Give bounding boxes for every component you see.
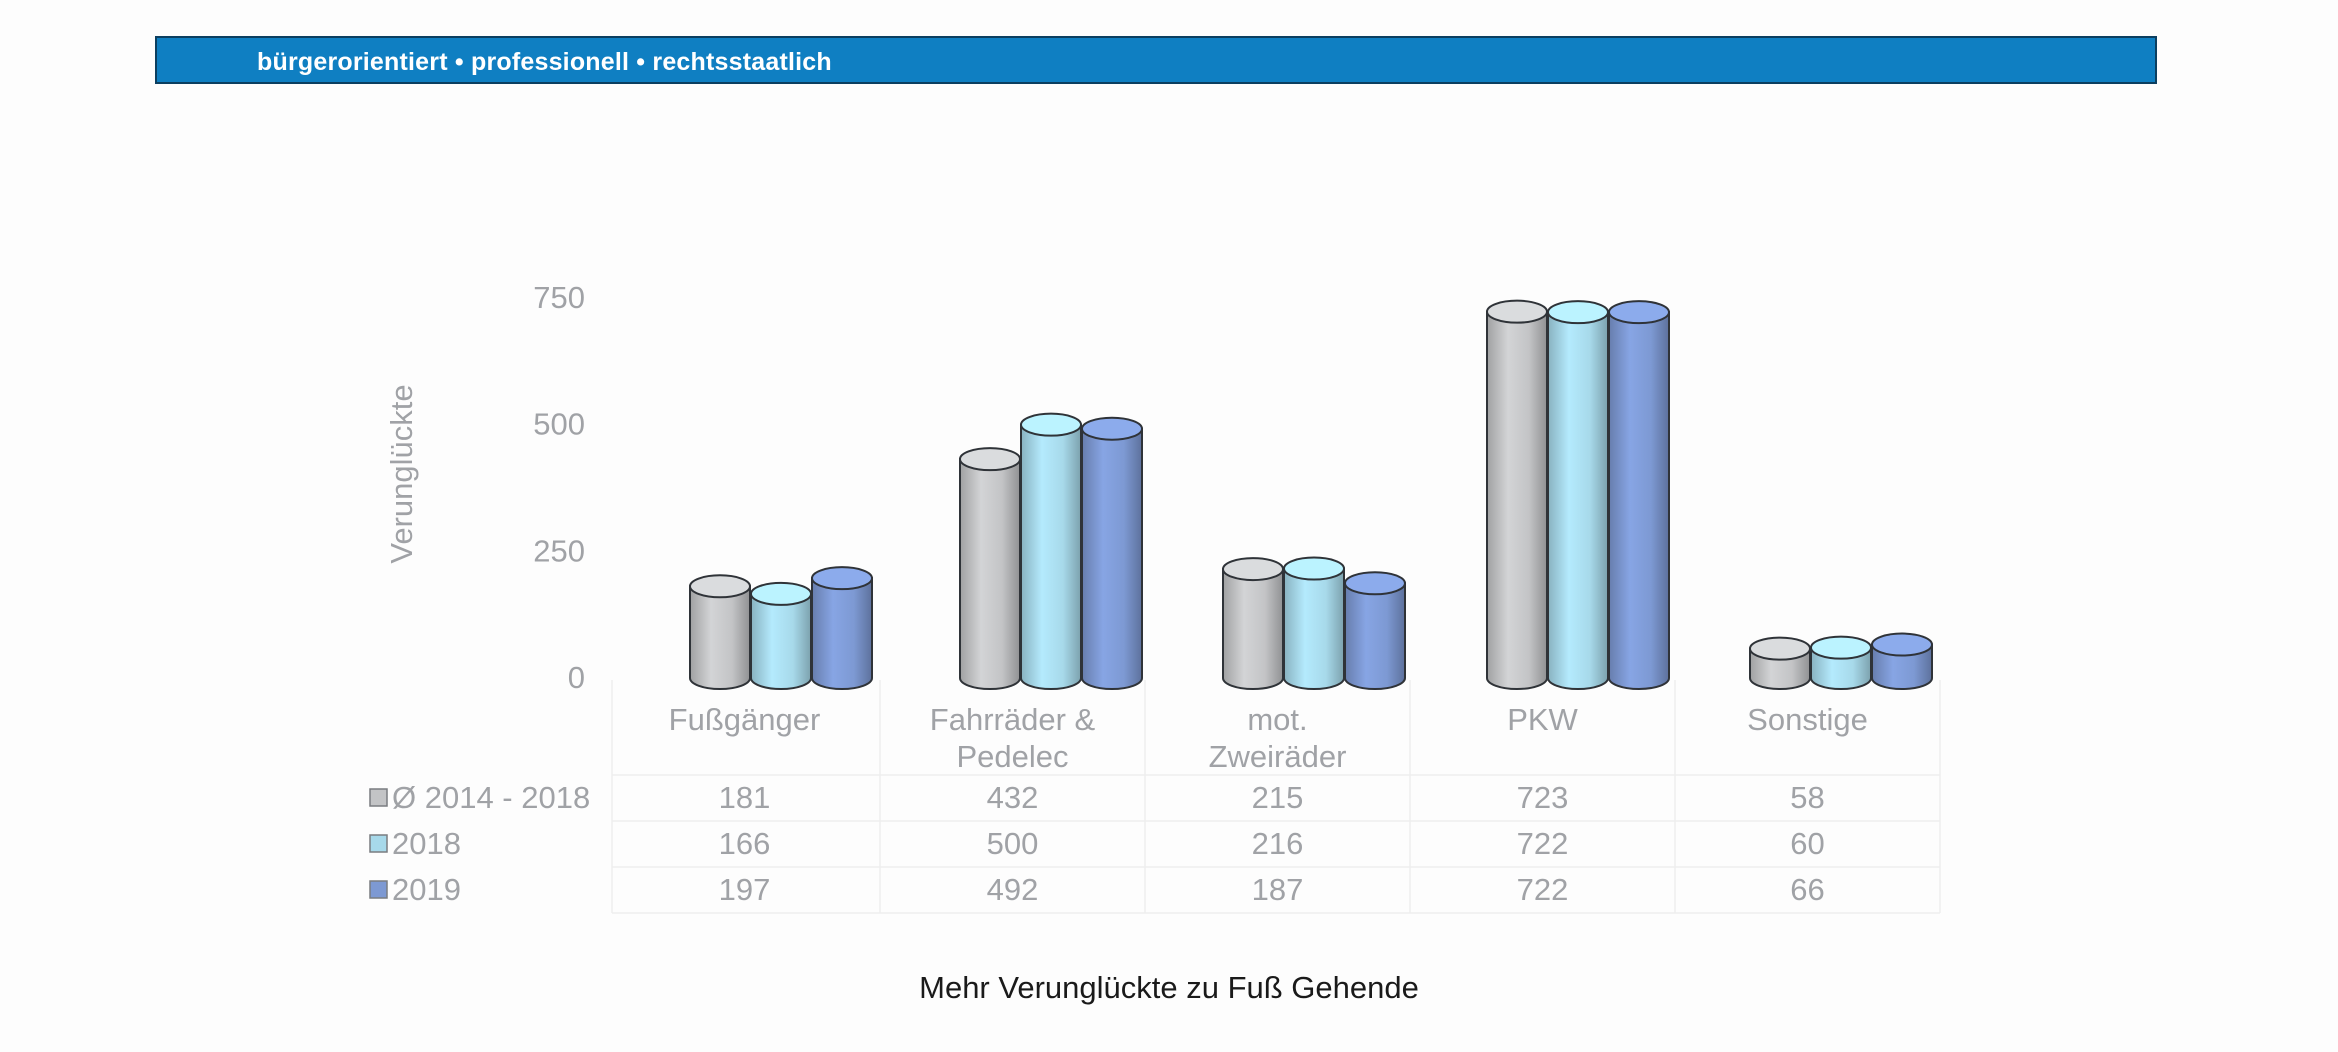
bar-top <box>1872 634 1932 656</box>
bar-pkw-1 <box>1548 312 1608 689</box>
y-tick-label: 0 <box>568 660 585 695</box>
bar-pkw-2 <box>1609 312 1669 689</box>
legend-swatch <box>370 835 387 852</box>
bar-top <box>1487 301 1547 323</box>
table-value: 197 <box>719 872 771 907</box>
x-category-label: Zweiräder <box>1209 739 1347 774</box>
legend-swatch <box>370 881 387 898</box>
legend-label: 2018 <box>392 826 461 861</box>
chart-caption: Mehr Verunglückte zu Fuß Gehende <box>0 970 2338 1006</box>
bar-fu-g-nger-2 <box>812 578 872 689</box>
bar-top <box>1021 414 1081 436</box>
table-value: 722 <box>1517 872 1569 907</box>
bar-fahrr-der-pedelec-2 <box>1082 429 1142 689</box>
x-category-label: Sonstige <box>1747 702 1868 737</box>
y-tick-label: 750 <box>533 280 585 315</box>
bar-fu-g-nger-0 <box>690 586 750 689</box>
bar-top <box>960 448 1020 470</box>
legend-swatch <box>370 789 387 806</box>
table-value: 60 <box>1790 826 1824 861</box>
bar-fu-g-nger-1 <box>751 594 811 689</box>
y-tick-label: 250 <box>533 533 585 568</box>
table-value: 722 <box>1517 826 1569 861</box>
table-value: 66 <box>1790 872 1824 907</box>
table-value: 181 <box>719 780 771 815</box>
legend-label: Ø 2014 - 2018 <box>392 780 590 815</box>
table-value: 216 <box>1252 826 1304 861</box>
table-value: 492 <box>987 872 1039 907</box>
y-axis-title: Verunglückte <box>384 384 419 563</box>
table-value: 215 <box>1252 780 1304 815</box>
table-value: 500 <box>987 826 1039 861</box>
bar-top <box>1750 638 1810 660</box>
bar-pkw-0 <box>1487 312 1547 689</box>
x-category-label: PKW <box>1507 702 1578 737</box>
x-category-label: Fußgänger <box>669 702 821 737</box>
bar-mot-zweir-der-1 <box>1284 569 1344 689</box>
bar-mot-zweir-der-0 <box>1223 569 1283 689</box>
x-category-label: Fahrräder & <box>930 702 1096 737</box>
bar-top <box>1223 558 1283 580</box>
table-value: 187 <box>1252 872 1304 907</box>
bar-mot-zweir-der-2 <box>1345 583 1405 689</box>
bar-top <box>1609 301 1669 323</box>
y-tick-label: 500 <box>533 407 585 442</box>
x-category-label: Pedelec <box>956 739 1068 774</box>
table-value: 166 <box>719 826 771 861</box>
bar-top <box>1811 637 1871 659</box>
bar-top <box>751 583 811 605</box>
table-value: 58 <box>1790 780 1824 815</box>
bar-fahrr-der-pedelec-0 <box>960 459 1020 689</box>
bar-top <box>1345 572 1405 594</box>
bar-top <box>1548 301 1608 323</box>
table-value: 432 <box>987 780 1039 815</box>
bar-fahrr-der-pedelec-1 <box>1021 425 1081 689</box>
bar-chart: 0 250 500 750 Verunglückte Fußgänger Fahrräder… <box>0 0 2338 960</box>
bar-top <box>1284 558 1344 580</box>
x-category-label: mot. <box>1247 702 1307 737</box>
bar-top <box>812 567 872 589</box>
bar-top <box>690 575 750 597</box>
table-value: 723 <box>1517 780 1569 815</box>
legend-label: 2019 <box>392 872 461 907</box>
bar-top <box>1082 418 1142 440</box>
